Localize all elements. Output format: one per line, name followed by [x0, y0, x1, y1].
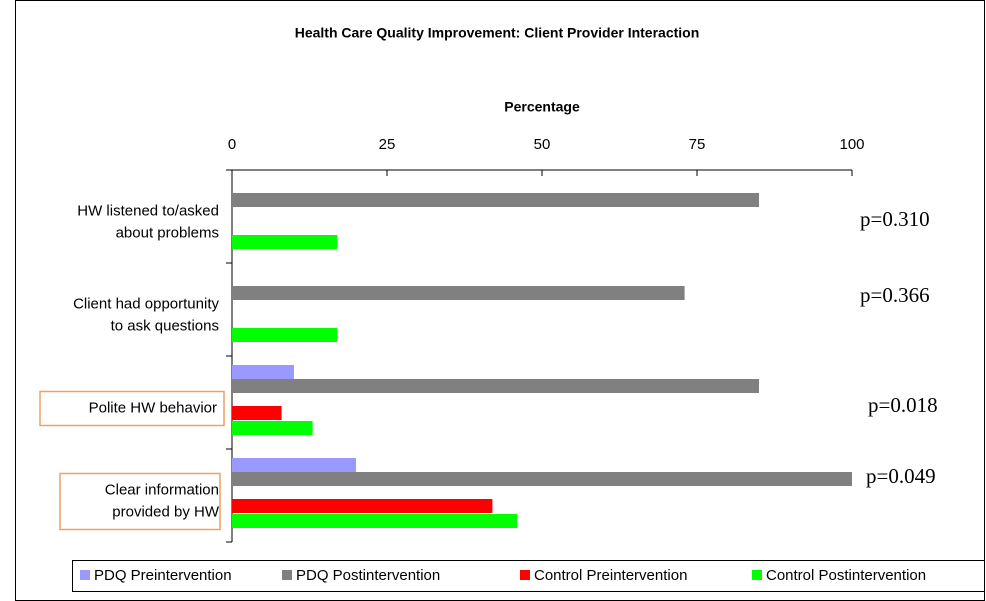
x-tick-label: 100 [839, 136, 864, 153]
annotation: p=0.018 [868, 393, 938, 417]
bar [232, 514, 518, 528]
x-tick-label: 75 [689, 136, 706, 153]
bar [232, 193, 759, 207]
y-tick-label: about problems [116, 224, 219, 241]
y-tick-label: provided by HW [112, 503, 220, 520]
legend-label: PDQ Preintervention [94, 567, 232, 584]
bar [232, 365, 294, 379]
bar [232, 379, 759, 393]
legend-label: Control Postintervention [766, 567, 926, 584]
bar [232, 235, 338, 249]
bar [232, 286, 685, 300]
legend-swatch [282, 570, 292, 580]
legend-swatch [80, 570, 90, 580]
bar [232, 406, 282, 420]
legend-label: Control Preintervention [534, 567, 687, 584]
annotation: p=0.049 [866, 464, 936, 488]
bar [232, 421, 313, 435]
annotation: p=0.310 [860, 207, 930, 231]
legend-swatch [520, 570, 530, 580]
legend-label: PDQ Postintervention [296, 567, 440, 584]
bar [232, 499, 493, 513]
x-tick-label: 50 [534, 136, 551, 153]
y-tick-label: Clear information [105, 481, 219, 498]
category-highlight-box [59, 472, 221, 531]
x-tick-label: 0 [228, 136, 236, 153]
y-tick-label: Polite HW behavior [89, 399, 217, 416]
y-tick-label: Client had opportunity [73, 295, 219, 312]
x-tick-label: 25 [379, 136, 396, 153]
bar [232, 472, 852, 486]
annotation: p=0.366 [860, 283, 930, 307]
legend-swatch [752, 570, 762, 580]
bar [232, 328, 338, 342]
y-tick-label: to ask questions [111, 317, 219, 334]
y-tick-label: HW listened to/asked [77, 202, 219, 219]
legend-box [72, 560, 985, 592]
category-highlight-box [39, 390, 225, 427]
x-axis-title: Percentage [504, 99, 580, 115]
chart-title: Health Care Quality Improvement: Client … [295, 25, 700, 41]
bar [232, 458, 356, 472]
